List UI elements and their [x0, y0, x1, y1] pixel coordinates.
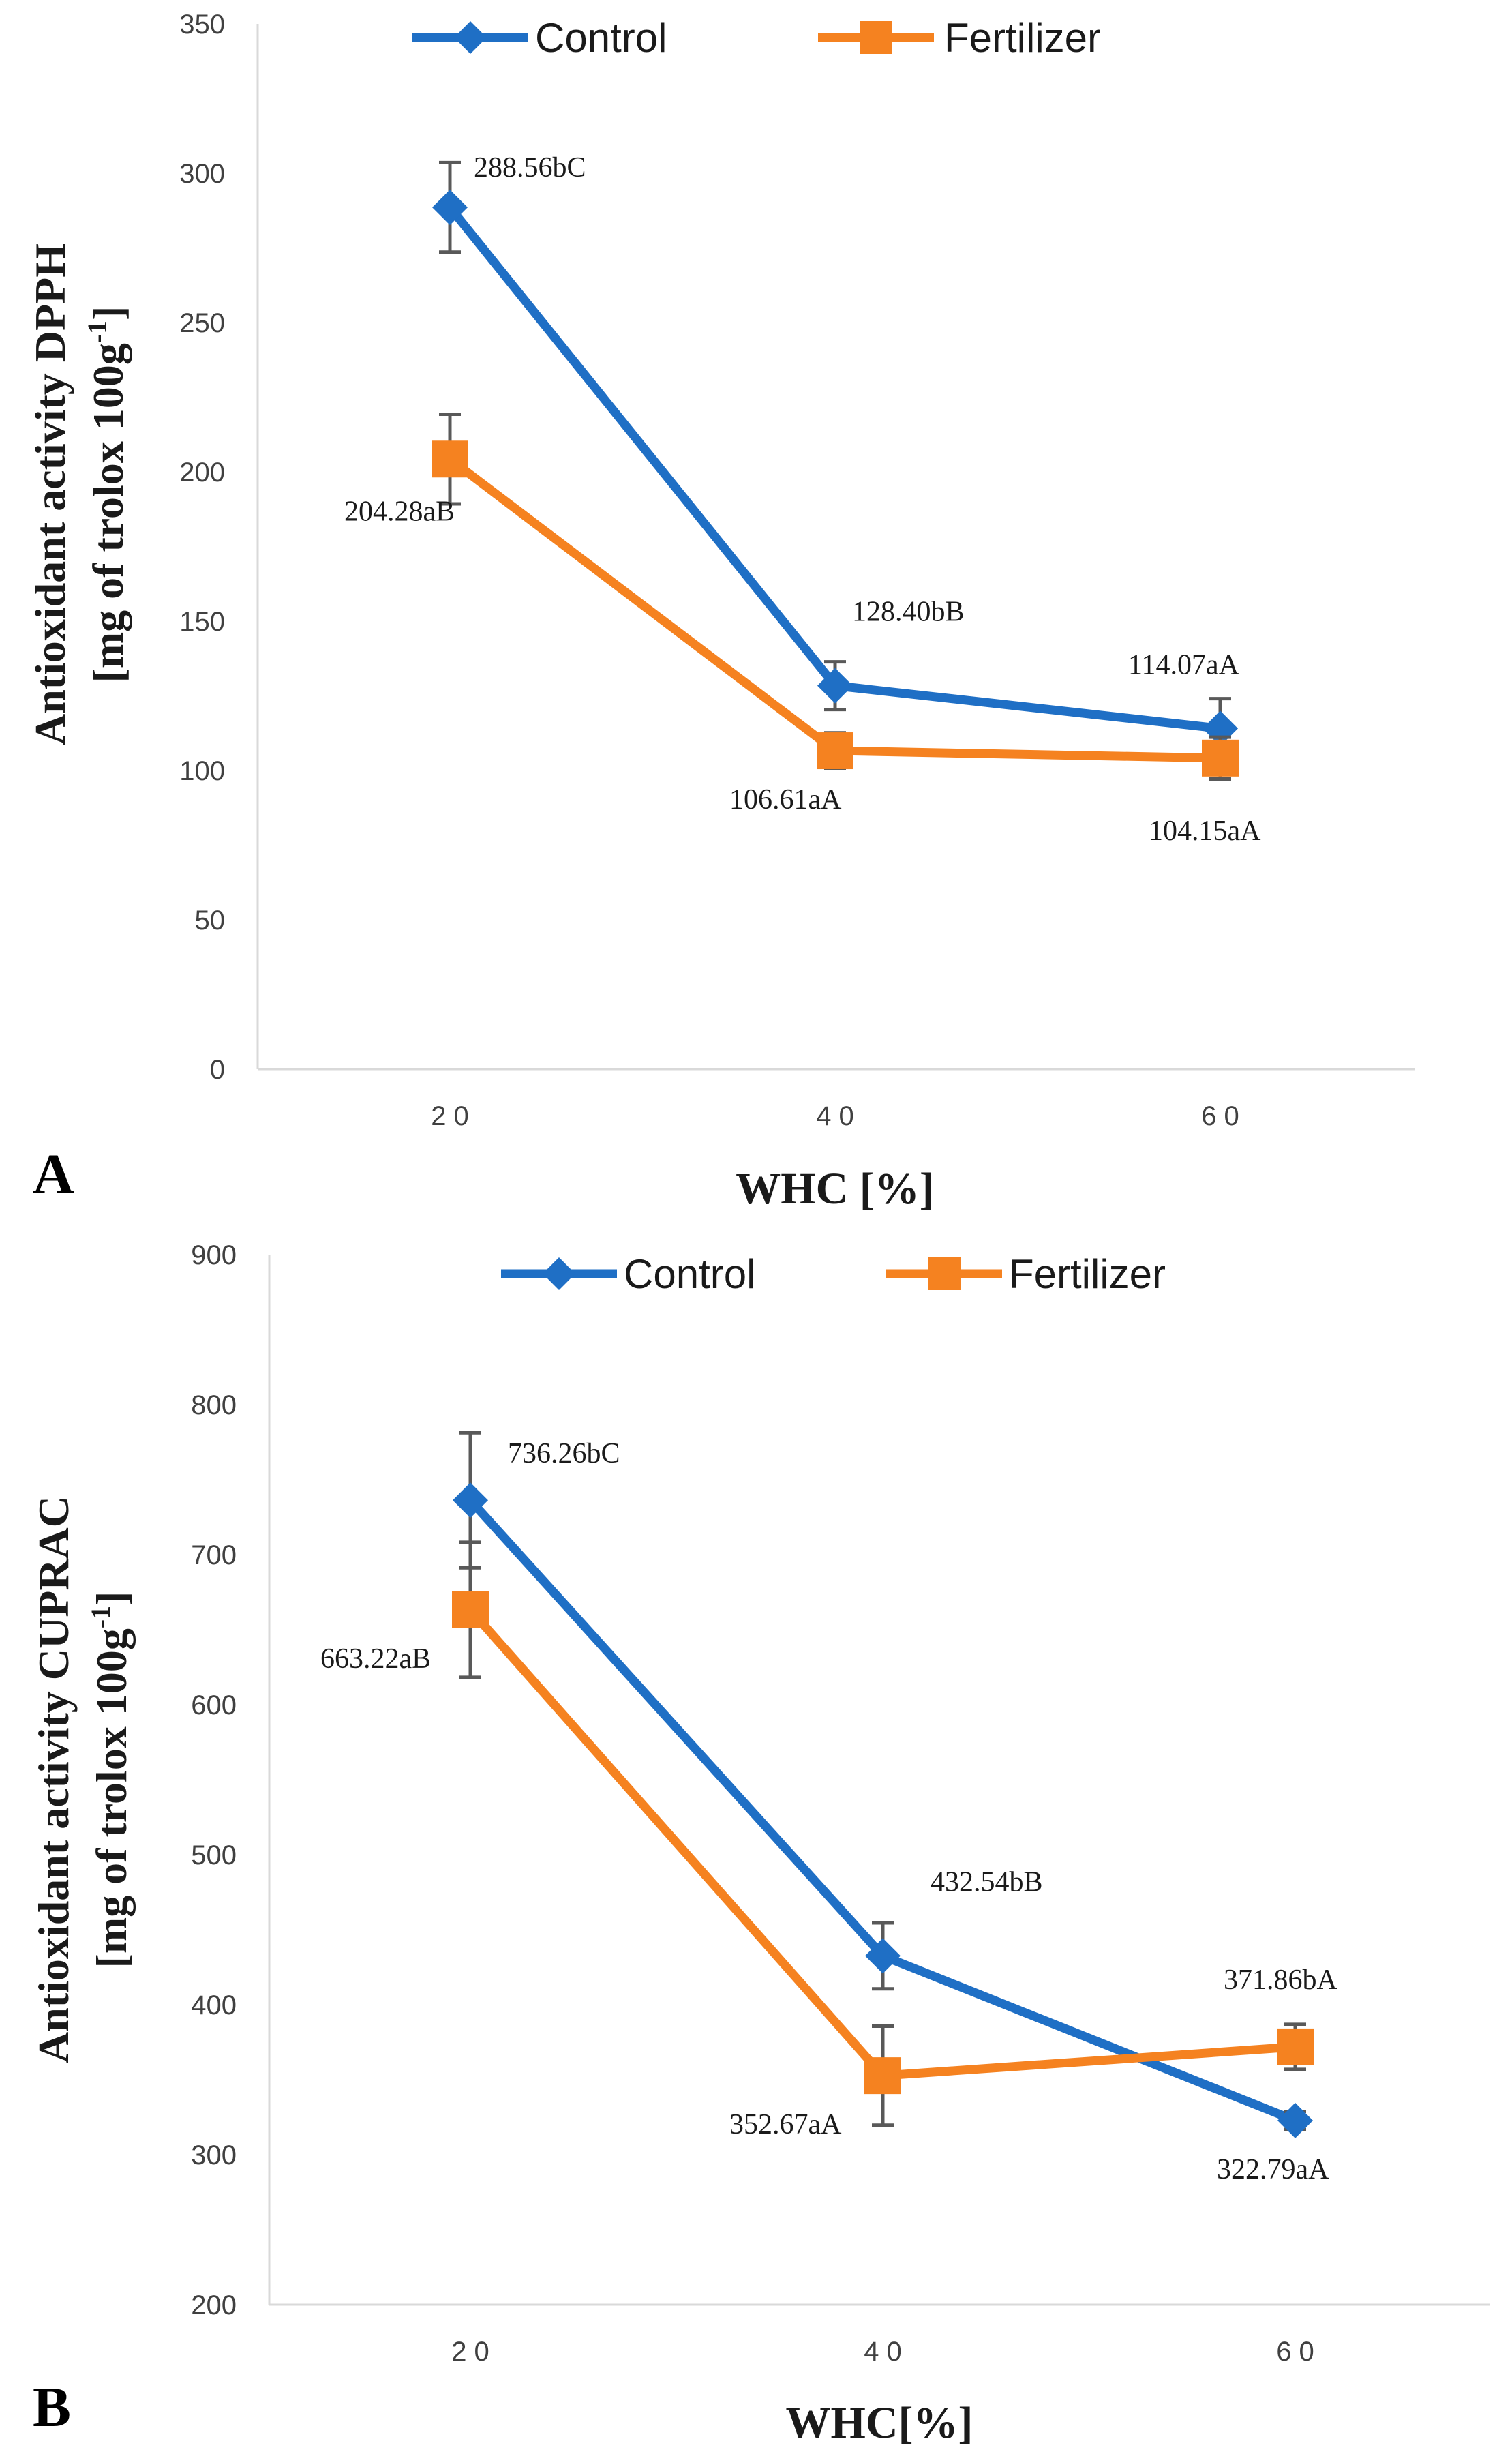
- control-legend-marker: [454, 21, 487, 54]
- x-tick-label: 2 0: [431, 1101, 469, 1131]
- control-data-label: 322.79aA: [1217, 2154, 1329, 2185]
- y-tick-label: 0: [210, 1055, 225, 1085]
- y-tick-label: 300: [191, 2140, 237, 2170]
- y-axis-title-unit: [mg of trolox 100g: [87, 1628, 136, 1968]
- control-marker-diamond: [432, 190, 468, 226]
- y-tick-label: 200: [191, 2290, 237, 2320]
- control-legend-marker: [543, 1257, 575, 1290]
- fertilizer-data-label: 104.15aA: [1149, 815, 1261, 847]
- y-tick-label: 900: [191, 1240, 237, 1270]
- fertilizer-marker-square: [432, 440, 468, 478]
- fertilizer-marker-square: [817, 732, 853, 770]
- fertilizer-legend-label: Fertilizer: [944, 15, 1101, 61]
- fertilizer-marker-square: [1202, 739, 1239, 777]
- x-tick-label: 6 0: [1276, 2337, 1314, 2367]
- fertilizer-data-label: 663.22aB: [320, 1643, 431, 1675]
- control-marker-diamond: [865, 1938, 901, 1974]
- y-axis-title-bracket: ]: [87, 1591, 136, 1606]
- y-tick-label: 700: [191, 1540, 237, 1570]
- y-tick-label: 250: [179, 308, 225, 338]
- y-tick-label: 400: [191, 1990, 237, 2020]
- y-axis-title-bracket: ]: [84, 306, 132, 320]
- control-series-line: [446, 205, 1221, 733]
- panel-label: A: [33, 1143, 74, 1206]
- fertilizer-data-label: 106.61aA: [729, 784, 842, 815]
- control-marker-diamond: [1277, 2102, 1313, 2138]
- control-legend-label: Control: [535, 15, 667, 61]
- y-tick-label: 150: [179, 607, 225, 637]
- y-tick-label: 350: [179, 10, 225, 40]
- fertilizer-marker-square: [864, 2057, 901, 2095]
- control-data-label: 432.54bB: [931, 1866, 1043, 1898]
- x-tick-label: 2 0: [451, 2337, 489, 2367]
- control-data-label: 114.07aA: [1128, 649, 1240, 680]
- panel-label: B: [33, 2376, 71, 2439]
- y-axis-title-unit: [mg of trolox 100g: [84, 343, 132, 683]
- fertilizer-marker-square: [452, 1591, 489, 1628]
- y-tick-label: 50: [195, 906, 226, 936]
- chart-b-cuprac: 200 300 400 500 600 700 800 900 2 0 4 0 6 0 736.26b…: [29, 1240, 1490, 2448]
- control-legend-label: Control: [624, 1251, 755, 1297]
- x-axis-title: WHC[%]: [786, 2398, 973, 2448]
- control-data-label: 128.40bB: [852, 597, 965, 628]
- y-axis-title-line2: [mg of trolox 100g-1]: [82, 306, 132, 683]
- fertilizer-marker-square: [1277, 2028, 1314, 2065]
- y-tick-label: 200: [179, 458, 225, 488]
- x-tick-label: 6 0: [1201, 1101, 1239, 1131]
- fertilizer-legend-marker: [860, 21, 892, 54]
- fertilizer-legend-marker: [928, 1257, 961, 1290]
- control-marker-diamond: [817, 668, 853, 704]
- y-axis-title-line2: [mg of trolox 100g-1]: [85, 1591, 136, 1969]
- chart-a-dpph: 0 50 100 150 200 250 300 350 2 0 4 0 6 0 288.56bC 12…: [26, 10, 1415, 1214]
- y-axis-title-superscript: -1: [82, 320, 112, 343]
- x-axis-title: WHC [%]: [736, 1164, 934, 1214]
- y-tick-label: 100: [179, 756, 225, 786]
- fertilizer-data-label: 352.67aA: [729, 2109, 842, 2140]
- y-tick-label: 500: [191, 1840, 237, 1870]
- fertilizer-data-label: 371.86bA: [1224, 1964, 1338, 1996]
- control-data-label: 288.56bC: [474, 152, 586, 183]
- y-axis-title-line1: Antioxidant activity CUPRAC: [29, 1496, 78, 2063]
- control-marker-diamond: [453, 1482, 488, 1518]
- y-tick-label: 300: [179, 159, 225, 189]
- y-tick-label: 800: [191, 1390, 237, 1420]
- x-tick-label: 4 0: [864, 2337, 902, 2367]
- y-tick-label: 600: [191, 1690, 237, 1720]
- x-tick-label: 4 0: [816, 1101, 854, 1131]
- y-axis-title-line1: Antioxidant activity DPPH: [26, 243, 74, 745]
- fertilizer-legend-label: Fertilizer: [1009, 1251, 1166, 1297]
- fertilizer-data-label: 204.28aB: [344, 496, 455, 527]
- fertilizer-series-line: [467, 1606, 1296, 2080]
- control-data-label: 736.26bC: [508, 1438, 620, 1469]
- y-axis-title-superscript: -1: [85, 1606, 116, 1628]
